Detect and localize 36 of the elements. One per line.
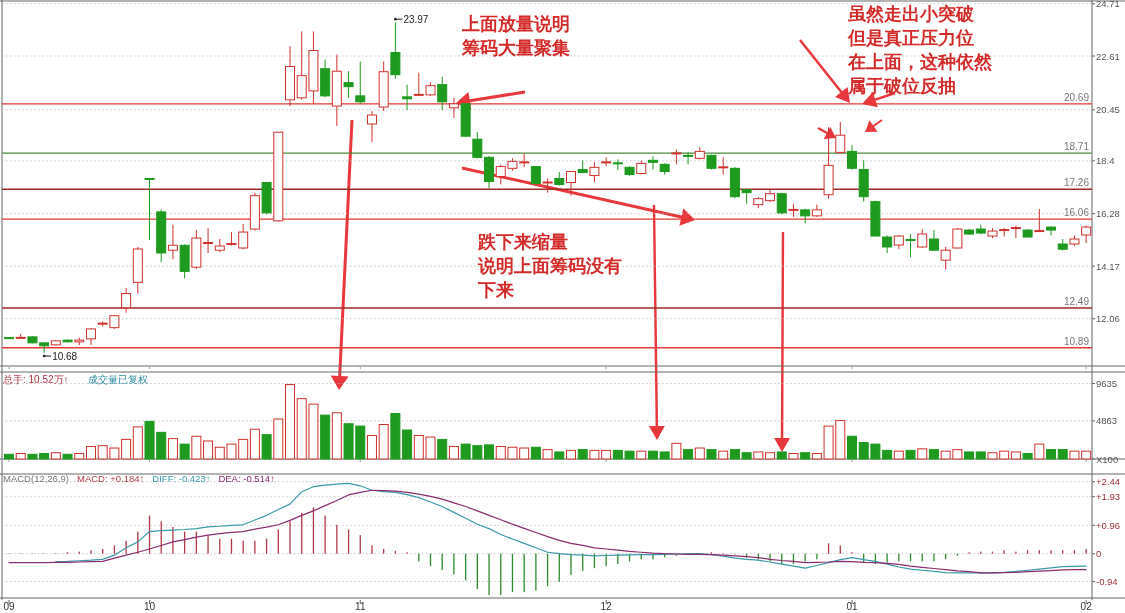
ref-line-label: 10.89 [1063, 335, 1090, 347]
y-tick-label: +1.93 [1096, 491, 1121, 503]
y-tick-label: X100 [1096, 453, 1119, 465]
y-tick-label: +2.44 [1096, 476, 1121, 488]
y-tick-label: 22.61 [1096, 50, 1120, 62]
x-tick-label: 12 [600, 601, 613, 612]
annotation: 10.68 [52, 350, 78, 362]
y-tick-label: 0 [1096, 548, 1102, 560]
ref-line-label: 12.49 [1063, 295, 1090, 307]
y-tick-label: 4863 [1096, 415, 1118, 427]
annotation: 虽然走出小突破但是真正压力位在上面，这种依然属于破位反抽 [847, 4, 993, 96]
y-tick-label: -0.94 [1096, 575, 1118, 587]
y-tick-label: 12.06 [1096, 313, 1120, 325]
y-tick-label: 14.17 [1096, 260, 1120, 272]
annotation: 成交量已复权 [88, 374, 148, 385]
ref-line-label: 18.71 [1063, 141, 1090, 153]
y-tick-label: 9635 [1096, 377, 1118, 389]
x-tick-label: 09 [3, 601, 16, 612]
legend: MACD: +0.184↑ DIFF: -0.423↑ DEA: -0.514↑ [77, 473, 275, 484]
x-tick-label: 11 [355, 601, 366, 612]
annotation: 跌下来缩量说明上面筹码没有下来 [477, 232, 622, 300]
x-tick-label: 01 [846, 601, 858, 612]
y-tick-label: +0.96 [1096, 519, 1121, 531]
y-tick-label: 18.4 [1096, 155, 1115, 167]
annotation: 23.97 [403, 13, 429, 25]
y-tick-label: 16.28 [1096, 208, 1120, 220]
chart-title: MACD(12,26,9) [3, 473, 69, 484]
ref-line-label: 17.26 [1063, 177, 1090, 189]
ref-line-label: 16.06 [1063, 207, 1090, 219]
ref-line-label: 20.69 [1063, 91, 1090, 103]
annotation: 上面放量说明筹码大量聚集 [461, 14, 570, 58]
y-tick-label: 24.71 [1096, 0, 1120, 10]
x-tick-label: 02 [1080, 601, 1093, 612]
y-tick-label: 20.45 [1096, 104, 1120, 116]
annotation: 总手: 10.52万↑ [2, 374, 69, 385]
x-tick-label: 10 [143, 601, 156, 612]
